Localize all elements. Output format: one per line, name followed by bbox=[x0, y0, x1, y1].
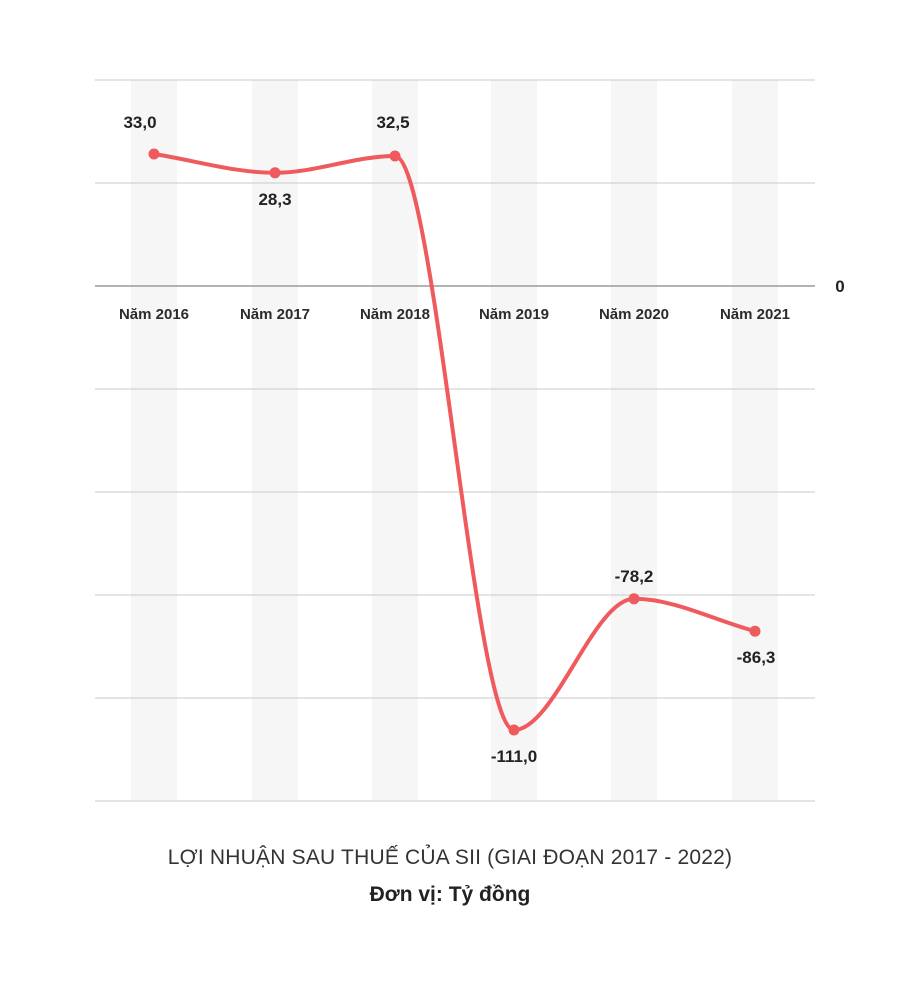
x-category-label: Năm 2018 bbox=[360, 306, 430, 323]
data-label: -111,0 bbox=[491, 747, 537, 766]
category-band bbox=[611, 80, 657, 800]
category-band bbox=[131, 80, 177, 800]
category-band bbox=[491, 80, 537, 800]
data-label: 33,0 bbox=[123, 113, 156, 132]
chart-title: LỢI NHUẬN SAU THUẾ CỦA SII (GIAI ĐOẠN 20… bbox=[167, 846, 733, 869]
data-label: -78,2 bbox=[615, 567, 654, 586]
category-band bbox=[252, 80, 298, 800]
y-tick-label: 0 bbox=[835, 277, 844, 296]
chart-unit-label: Đơn vị: Tỷ đồng bbox=[369, 883, 531, 906]
x-category-label: Năm 2020 bbox=[599, 306, 669, 323]
series-line bbox=[152, 152, 757, 733]
data-label: 32,5 bbox=[376, 113, 409, 132]
category-band bbox=[732, 80, 778, 800]
category-band bbox=[372, 80, 418, 800]
data-point bbox=[628, 593, 640, 605]
data-point bbox=[508, 724, 520, 736]
x-category-label: Năm 2016 bbox=[119, 306, 189, 323]
data-label: -86,3 bbox=[737, 648, 776, 667]
data-point bbox=[269, 167, 281, 179]
data-point bbox=[389, 150, 401, 162]
x-category-label: Năm 2021 bbox=[720, 306, 790, 323]
x-category-label: Năm 2017 bbox=[240, 306, 310, 323]
x-category-label: Năm 2019 bbox=[479, 306, 549, 323]
data-point bbox=[749, 625, 761, 637]
data-label: 28,3 bbox=[258, 190, 291, 209]
data-point bbox=[148, 148, 160, 160]
